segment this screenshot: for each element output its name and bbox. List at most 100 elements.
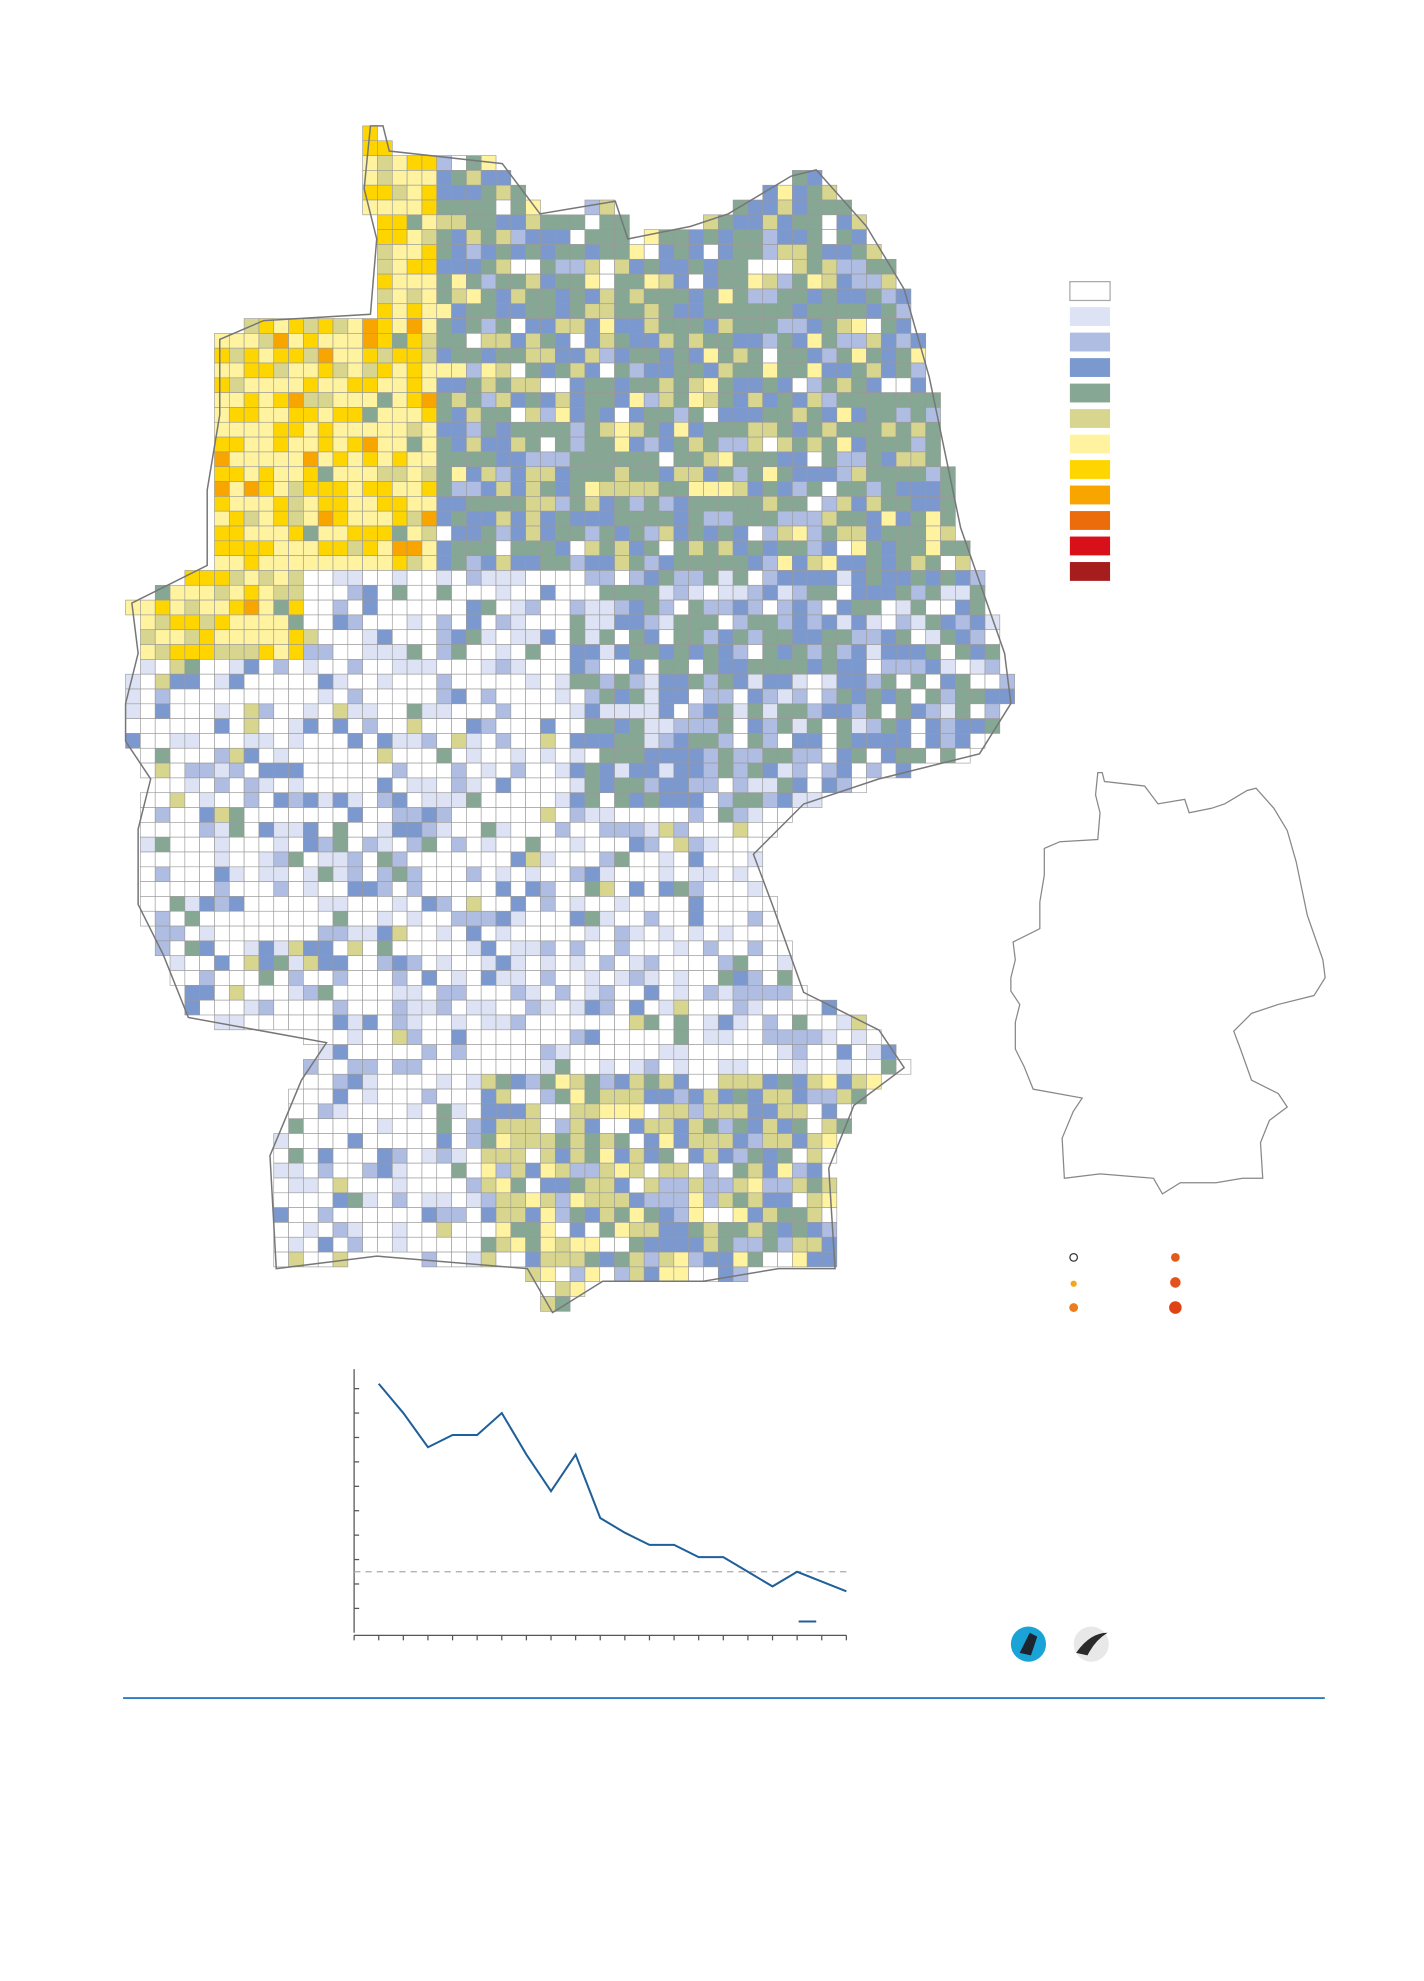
map-cell <box>421 155 438 171</box>
map-cell <box>629 881 645 897</box>
map-cell <box>332 762 349 779</box>
map-cell <box>703 451 719 468</box>
map-cell <box>880 421 897 438</box>
map-cell <box>362 851 378 868</box>
map-cell <box>821 229 838 245</box>
map-cell <box>288 955 304 971</box>
map-cell <box>362 896 378 912</box>
map-cell <box>540 792 556 808</box>
map-cell <box>228 644 245 660</box>
map-cell <box>480 822 497 838</box>
map-cell <box>228 896 245 912</box>
map-cell <box>258 747 275 764</box>
map-cell <box>154 733 171 749</box>
map-cell <box>792 421 808 438</box>
map-cell <box>717 999 734 1016</box>
map-cell <box>614 999 630 1016</box>
map-cell <box>436 525 452 542</box>
map-cell <box>643 377 660 393</box>
map-cell <box>466 555 482 571</box>
map-cell <box>169 584 186 601</box>
map-cell <box>436 733 452 749</box>
map-cell <box>495 407 512 423</box>
map-cell <box>451 258 467 275</box>
map-cell <box>806 362 823 379</box>
map-cell <box>732 1148 749 1164</box>
map-cell <box>495 1148 512 1164</box>
map-cell <box>599 1103 615 1120</box>
map-cell <box>391 1103 408 1120</box>
map-cell <box>747 303 764 319</box>
map-cell <box>703 599 719 616</box>
map-cell <box>643 970 660 986</box>
map-cell <box>347 1148 363 1164</box>
map-cell <box>554 258 571 275</box>
map-cell <box>629 925 645 942</box>
map-cell <box>910 481 927 497</box>
map-cell <box>154 659 171 675</box>
map-cell <box>184 777 200 794</box>
map-cell <box>466 1088 482 1105</box>
map-cell <box>777 1236 793 1253</box>
map-cell <box>540 659 556 675</box>
map-cell <box>317 436 334 453</box>
map-cell <box>377 970 393 986</box>
map-cell <box>895 377 912 393</box>
map-cell <box>732 570 749 586</box>
map-cell <box>436 392 452 408</box>
map-cell <box>629 1088 645 1105</box>
map-cell <box>332 688 349 705</box>
map-cell <box>214 644 230 660</box>
map-cell <box>451 688 467 705</box>
map-cell <box>614 985 630 1001</box>
map-cell <box>717 1207 734 1223</box>
map-cell <box>614 777 630 794</box>
map-cell <box>703 747 719 764</box>
map-cell <box>614 822 630 838</box>
map-cell <box>629 733 645 749</box>
map-cell <box>214 955 230 971</box>
map-cell <box>184 733 200 749</box>
map-cell <box>584 822 601 838</box>
map-cell <box>821 1073 838 1090</box>
map-cell <box>629 644 645 660</box>
map-cell <box>940 673 956 690</box>
map-cell <box>377 1073 393 1090</box>
map-cell <box>525 1133 541 1149</box>
map-cell <box>866 451 882 468</box>
map-cell <box>762 659 778 675</box>
map-cell <box>347 955 363 971</box>
map-cell <box>629 1192 645 1208</box>
map-cell <box>466 881 482 897</box>
map-cell <box>273 792 289 808</box>
map-cell <box>673 1148 689 1164</box>
map-cell <box>969 644 986 660</box>
map-cell <box>525 362 541 379</box>
map-cell <box>569 896 586 912</box>
map-cell <box>732 644 749 660</box>
map-cell <box>658 496 675 512</box>
map-cell <box>436 807 452 823</box>
map-cell <box>273 940 289 957</box>
map-cell <box>836 688 852 705</box>
map-cell <box>584 199 601 216</box>
map-cell <box>510 1073 526 1090</box>
map-cell <box>688 1192 704 1208</box>
map-cell <box>717 762 734 779</box>
map-cell <box>866 496 882 512</box>
map-cell <box>495 970 512 986</box>
map-cell <box>688 970 704 986</box>
map-cell <box>584 392 601 408</box>
map-cell <box>629 1103 645 1120</box>
map-cell <box>554 703 571 719</box>
map-cell <box>851 392 867 408</box>
map-cell <box>554 1118 571 1134</box>
map-cell <box>569 1118 586 1134</box>
map-cell <box>317 1014 334 1031</box>
map-cell <box>703 1222 719 1238</box>
map-cell <box>288 318 304 334</box>
map-cell <box>406 1014 423 1031</box>
map-cell <box>569 688 586 705</box>
map-cell <box>436 881 452 897</box>
map-cell <box>273 436 289 453</box>
